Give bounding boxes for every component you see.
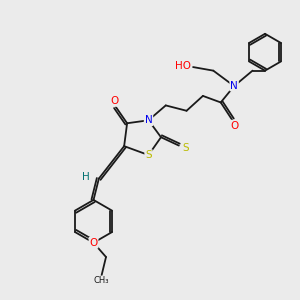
Text: N: N [230, 80, 238, 91]
Text: O: O [89, 238, 98, 248]
Text: H: H [82, 172, 89, 182]
Text: N: N [145, 115, 152, 125]
Text: O: O [110, 96, 118, 106]
Text: S: S [182, 143, 189, 153]
Text: HO: HO [175, 61, 191, 70]
Text: CH₃: CH₃ [94, 276, 109, 285]
Text: S: S [145, 150, 152, 160]
Text: O: O [230, 121, 238, 130]
